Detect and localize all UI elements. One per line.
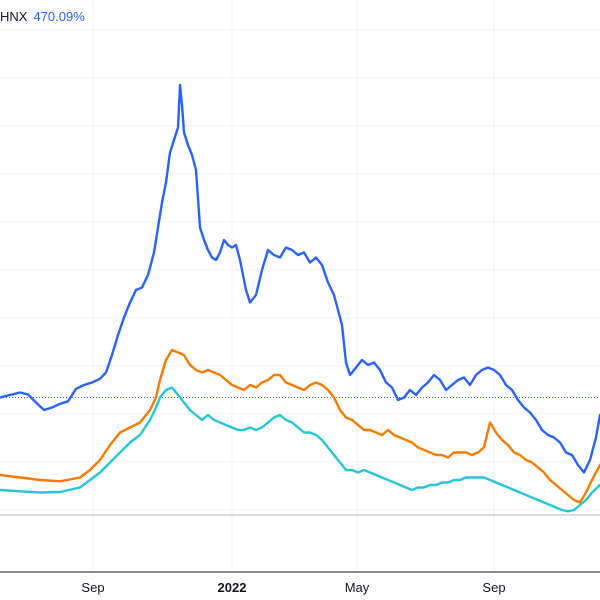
x-tick-label: Sep: [81, 580, 104, 595]
x-tick-label: Sep: [482, 580, 505, 595]
grid: [0, 0, 600, 572]
series-line-comparison-1: [0, 348, 600, 504]
series-line-hnx: [0, 83, 600, 474]
series-line-comparison-2: [0, 386, 600, 513]
legend-change-percent: 470.09%: [33, 9, 85, 24]
x-tick-label: 2022: [218, 580, 247, 595]
legend-symbol[interactable]: HNX: [0, 9, 28, 24]
x-tick-label: May: [345, 580, 370, 595]
chart-legend[interactable]: HNX 470.09%: [0, 9, 85, 25]
